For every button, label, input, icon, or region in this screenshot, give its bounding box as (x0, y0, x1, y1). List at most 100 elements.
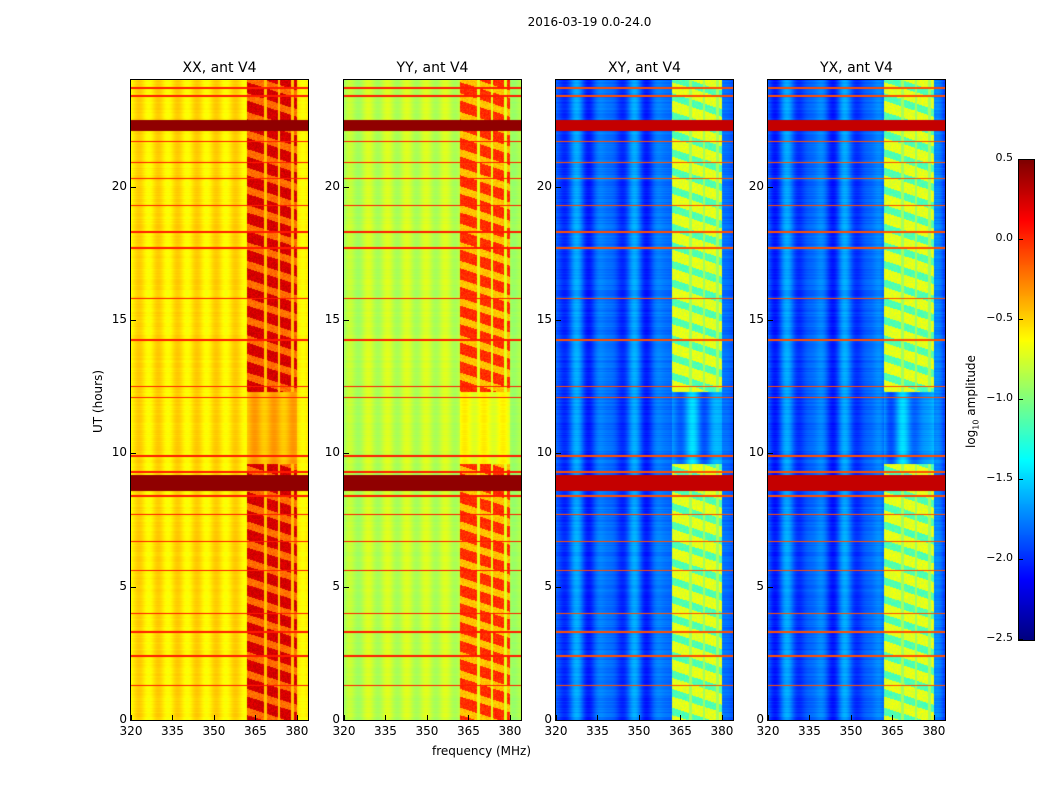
y-tick-mark (131, 586, 136, 588)
x-tick-mark (892, 715, 894, 720)
colorbar-tick-label: −0.5 (986, 311, 1013, 324)
y-tick-label: 0 (332, 712, 340, 726)
y-tick-label: 20 (748, 178, 764, 193)
x-tick-label: 380 (285, 724, 309, 738)
x-tick-mark (850, 715, 852, 720)
x-tick-label: 320 (756, 724, 780, 738)
y-tick-mark (768, 186, 773, 188)
y-tick-label: 15 (536, 312, 552, 326)
x-tick-label: 320 (544, 724, 568, 738)
heatmap-image (768, 80, 945, 720)
x-tick-label: 365 (457, 724, 480, 738)
x-tick-mark (768, 715, 769, 720)
x-tick-mark (296, 715, 298, 720)
x-tick-mark (809, 715, 811, 720)
x-axis-label: frequency (MHz) (432, 744, 532, 758)
y-tick-mark (131, 320, 136, 321)
y-tick-label: 15 (324, 312, 340, 326)
x-tick-label: 350 (415, 724, 439, 738)
x-tick-mark (385, 715, 387, 720)
panel-title: YY, ant V4 (396, 60, 469, 76)
x-tick-mark (721, 715, 723, 720)
x-tick-label: 335 (161, 724, 184, 738)
x-tick-mark (509, 715, 511, 720)
panel-title: XY, ant V4 (608, 60, 681, 76)
heatmap-image (131, 80, 308, 720)
y-tick-mark (344, 186, 349, 188)
colorbar-gradient (1019, 160, 1034, 640)
y-tick-label: 15 (111, 312, 127, 326)
y-tick-label: 5 (119, 578, 127, 593)
x-tick-label: 350 (202, 724, 226, 738)
colorbar-tick-label: 0.0 (995, 231, 1014, 244)
heatmap-panel-3 (767, 79, 946, 721)
colorbar-tick-label: −1.5 (986, 471, 1013, 484)
x-tick-mark (255, 715, 257, 720)
x-tick-label: 365 (669, 724, 692, 738)
heatmap-panel-0 (130, 79, 309, 721)
x-tick-label: 335 (798, 724, 821, 738)
x-tick-mark (213, 715, 215, 720)
heatmap-panel-2 (555, 79, 734, 721)
colorbar-tick-label: −2.0 (986, 551, 1013, 564)
x-tick-mark (426, 715, 428, 720)
x-tick-mark (638, 715, 640, 720)
y-tick-mark (344, 720, 349, 721)
colorbar-label-sub: 10 (971, 419, 981, 430)
y-tick-mark (768, 453, 773, 455)
colorbar-tick-mark (1019, 639, 1023, 640)
x-tick-mark (933, 715, 935, 720)
x-tick-label: 365 (881, 724, 904, 738)
y-tick-mark (768, 320, 773, 321)
y-tick-mark (556, 186, 561, 188)
x-tick-label: 380 (710, 724, 734, 738)
y-axis-label: UT (hours) (91, 369, 105, 433)
colorbar-label-rest: amplitude (964, 355, 978, 420)
x-tick-mark (556, 715, 557, 720)
y-tick-label: 10 (111, 445, 127, 460)
y-tick-label: 20 (111, 178, 127, 193)
x-tick-mark (344, 715, 345, 720)
heatmap-panel-1 (343, 79, 522, 721)
x-tick-mark (468, 715, 470, 720)
x-tick-mark (172, 715, 174, 720)
y-tick-label: 0 (756, 712, 764, 726)
y-tick-label: 20 (536, 178, 552, 193)
x-tick-label: 335 (586, 724, 609, 738)
x-tick-mark (131, 715, 132, 720)
y-tick-mark (556, 720, 561, 721)
heatmap-image (344, 80, 521, 720)
y-tick-mark (768, 586, 773, 588)
x-tick-mark (597, 715, 599, 720)
x-tick-label: 350 (839, 724, 863, 738)
y-tick-label: 20 (324, 178, 340, 193)
y-tick-mark (131, 453, 136, 455)
y-tick-label: 10 (324, 445, 340, 460)
x-tick-label: 365 (244, 724, 267, 738)
colorbar (1018, 159, 1035, 641)
colorbar-tick-mark (1019, 479, 1023, 480)
x-tick-label: 350 (627, 724, 651, 738)
x-tick-label: 380 (498, 724, 522, 738)
y-tick-label: 0 (119, 712, 127, 726)
y-tick-mark (556, 320, 561, 321)
y-tick-mark (344, 320, 349, 321)
colorbar-label-log: log (964, 429, 978, 448)
y-tick-mark (556, 453, 561, 455)
y-tick-mark (344, 586, 349, 588)
colorbar-tick-mark (1019, 239, 1023, 240)
x-tick-mark (680, 715, 682, 720)
colorbar-tick-label: −1.0 (986, 391, 1013, 404)
x-tick-label: 320 (119, 724, 143, 738)
heatmap-image (556, 80, 733, 720)
y-tick-label: 5 (544, 578, 552, 593)
figure-title: 2016-03-19 0.0-24.0 (527, 15, 652, 29)
y-tick-label: 5 (332, 578, 340, 593)
panel-title: XX, ant V4 (182, 60, 257, 76)
colorbar-tick-mark (1019, 559, 1023, 560)
colorbar-tick-label: 0.5 (995, 151, 1014, 164)
colorbar-tick-label: −2.5 (986, 631, 1013, 644)
x-tick-label: 380 (922, 724, 946, 738)
y-tick-mark (556, 586, 561, 588)
